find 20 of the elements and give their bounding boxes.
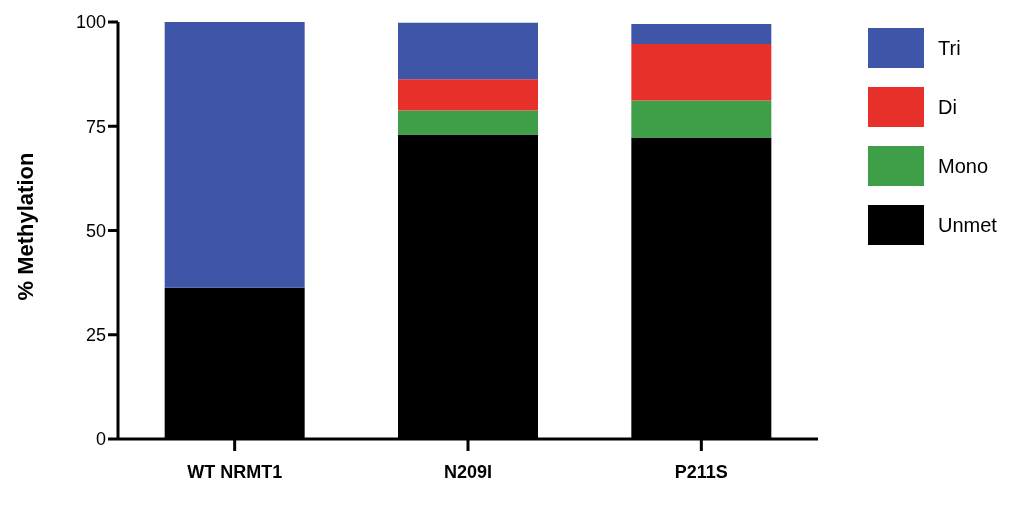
bar <box>398 22 538 80</box>
x-tick-label: N209I <box>443 461 493 482</box>
legend-label: Mono <box>938 154 989 178</box>
bar <box>631 44 772 101</box>
legend-label: Unmet <box>938 213 997 237</box>
y-tick-label: 75 <box>85 116 106 137</box>
bar <box>631 24 772 45</box>
legend-label: Tri <box>938 36 961 60</box>
y-tick-label: 25 <box>85 325 106 346</box>
bar <box>398 110 538 135</box>
y-tick-label: 0 <box>95 429 106 450</box>
legend-label: Di <box>938 95 957 119</box>
y-tick-label: 100 <box>75 12 106 33</box>
bar <box>164 22 305 288</box>
y-axis-title: % Methylation <box>12 152 38 301</box>
bar <box>398 79 538 111</box>
x-tick-label: WT NRMT1 <box>187 461 283 482</box>
bar <box>631 100 772 138</box>
x-tick-label: P211S <box>674 461 728 482</box>
y-tick-label: 50 <box>85 220 106 241</box>
